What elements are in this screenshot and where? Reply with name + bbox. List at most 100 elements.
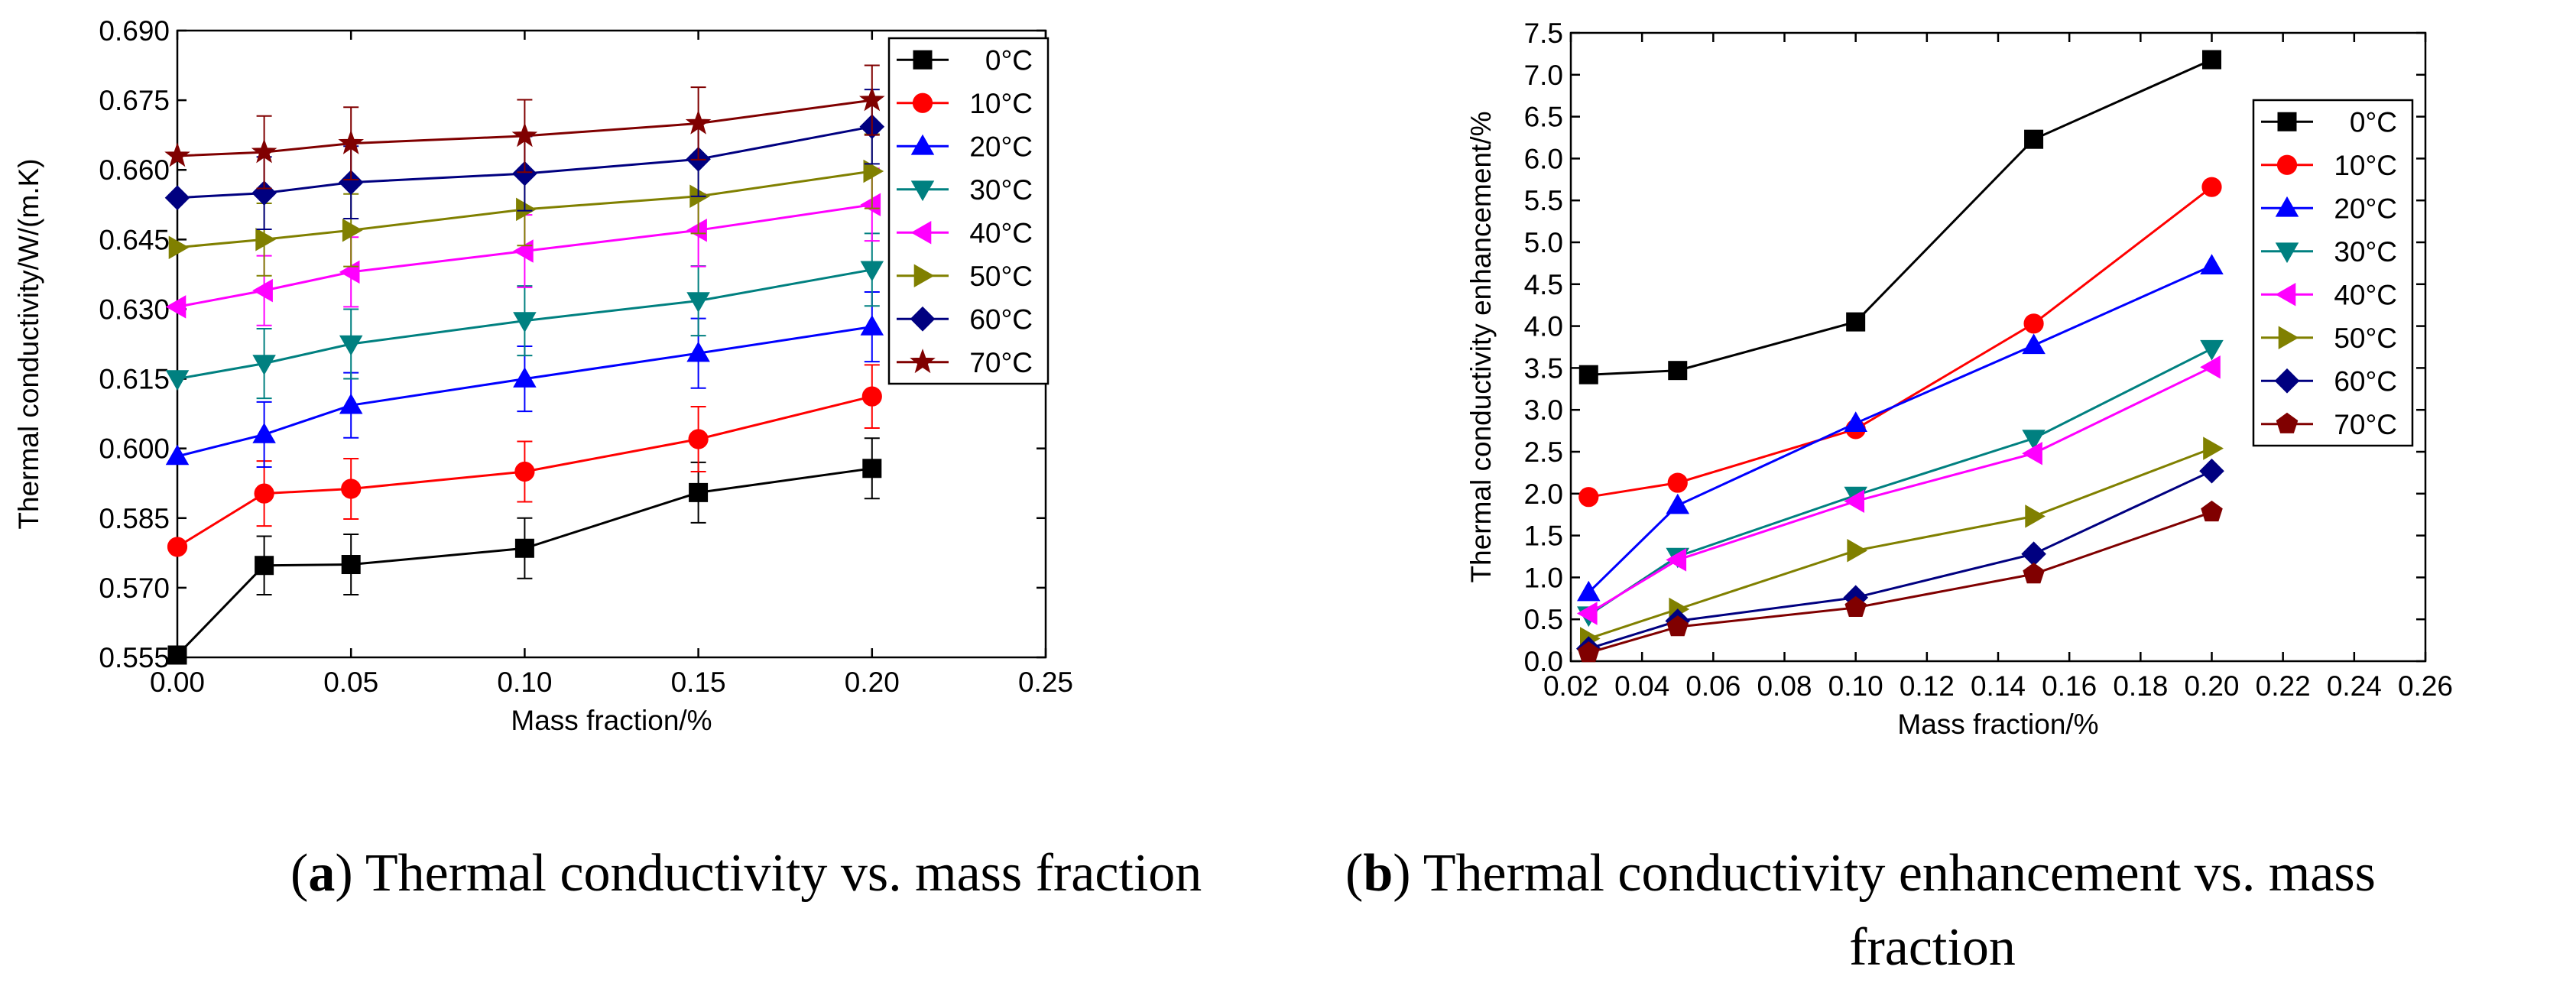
series-10°C [167, 364, 882, 557]
y-tick-label: 0.660 [99, 154, 170, 186]
data-point [860, 261, 884, 282]
series-50°C [168, 133, 884, 277]
data-point [685, 109, 712, 135]
data-point [1577, 580, 1601, 602]
data-point [1666, 615, 1689, 637]
legend: 0°C 10°C 20°C 30°C 40°C 50°C 60°C 70°C [887, 37, 1050, 385]
x-axis-title: Mass fraction/% [1897, 709, 2098, 740]
x-tick-label: 0.14 [1971, 670, 2026, 702]
data-point [686, 341, 710, 362]
data-point [688, 429, 709, 449]
data-point [1576, 602, 1598, 625]
series-30°C [165, 232, 884, 400]
data-point [338, 129, 365, 154]
data-point [251, 180, 277, 206]
legend-entry: 30°C [897, 174, 1033, 206]
y-tick-label: 0.600 [99, 433, 170, 465]
caption-a: (a) Thermal conductivity vs. mass fracti… [290, 844, 1202, 903]
data-point [252, 278, 273, 303]
legend-marker [910, 134, 935, 155]
data-point [863, 159, 884, 183]
y-tick-label: 0.5 [1524, 604, 1563, 635]
x-tick-label: 0.00 [150, 667, 205, 698]
series-line [176, 467, 873, 657]
data-point [512, 161, 537, 187]
series-line [177, 125, 873, 200]
data-point [342, 218, 363, 242]
x-tick-label: 0.24 [2327, 670, 2382, 702]
data-point [1846, 312, 1866, 332]
series-line [177, 99, 872, 157]
y-tick-label: 0.630 [99, 294, 170, 325]
y-tick-label: 4.5 [1524, 269, 1563, 300]
data-point [165, 370, 190, 391]
series-40°C [1576, 355, 2221, 625]
data-point [513, 312, 537, 333]
y-tick-label: 6.0 [1524, 143, 1563, 174]
legend-entry: 40°C [897, 217, 1033, 248]
y-tick-label: 1.0 [1524, 562, 1563, 593]
caption-b-line2: fraction [1849, 918, 2016, 977]
y-tick-label: 2.0 [1524, 479, 1563, 510]
series-line [177, 326, 873, 458]
x-tick-label: 0.10 [497, 667, 552, 698]
x-tick-label: 0.05 [323, 667, 378, 698]
data-point [860, 193, 881, 217]
y-tick-label: 0.675 [99, 85, 170, 116]
data-point [862, 459, 882, 479]
legend-marker [912, 92, 933, 113]
y-tick-label: 6.5 [1524, 102, 1563, 133]
legend-entry: 0°C [897, 44, 1033, 76]
y-tick-label: 5.5 [1524, 185, 1563, 216]
data-point [686, 218, 707, 242]
data-point [689, 482, 709, 502]
legend-entry: 0°C [2261, 106, 2397, 138]
y-tick-label: 0.0 [1524, 646, 1563, 677]
data-point [2203, 436, 2224, 460]
x-tick-label: 0.10 [1828, 670, 1883, 702]
data-point [252, 422, 276, 443]
x-tick-label: 0.20 [845, 667, 900, 698]
data-point [341, 555, 361, 575]
x-tick-label: 0.16 [2042, 670, 2097, 702]
data-point [255, 228, 277, 251]
chart-a: 0.00 0.05 0.10 0.15 0.20 0.25 0.555 0.570 0.585 0… [13, 15, 1073, 736]
y-tick-label: 5.0 [1524, 227, 1563, 258]
legend-entry: 20°C [897, 131, 1033, 162]
y-tick-label: 3.5 [1524, 352, 1563, 384]
x-tick-label: 0.26 [2398, 670, 2453, 702]
legend-marker [2277, 112, 2297, 131]
data-point [1578, 487, 1599, 508]
data-point [1668, 361, 1688, 381]
legend-label: 0°C [985, 44, 1033, 76]
legend: 0°C 10°C 20°C 30°C 40°C 50°C 60°C 70°C [2252, 99, 2414, 447]
legend-marker [910, 349, 936, 374]
x-tick-label: 0.12 [1900, 670, 1955, 702]
legend-box [887, 37, 1050, 385]
data-point [167, 537, 188, 557]
legend-label: 40°C [969, 217, 1033, 248]
legend-label: 50°C [2334, 323, 2397, 354]
legend-label: 10°C [969, 88, 1033, 119]
legend-entry: 10°C [897, 88, 1033, 119]
legend-entry: 50°C [897, 261, 1033, 292]
data-point [2200, 254, 2224, 274]
data-point [511, 122, 538, 148]
data-point [1666, 548, 1687, 572]
series-0°C [167, 437, 882, 665]
legend-label: 0°C [2350, 106, 2397, 138]
y-tick-label: 1.5 [1524, 521, 1563, 552]
data-point [860, 315, 884, 336]
data-point [164, 142, 190, 167]
legend-label: 30°C [2334, 236, 2397, 268]
data-point [1666, 493, 1690, 514]
legend-label: 20°C [969, 131, 1033, 162]
y-tick-label: 0.645 [99, 224, 170, 255]
x-tick-label: 0.04 [1614, 670, 1669, 702]
data-point [516, 197, 537, 222]
data-point [514, 461, 535, 482]
data-point [251, 138, 277, 164]
y-tick-label: 0.555 [99, 642, 170, 673]
